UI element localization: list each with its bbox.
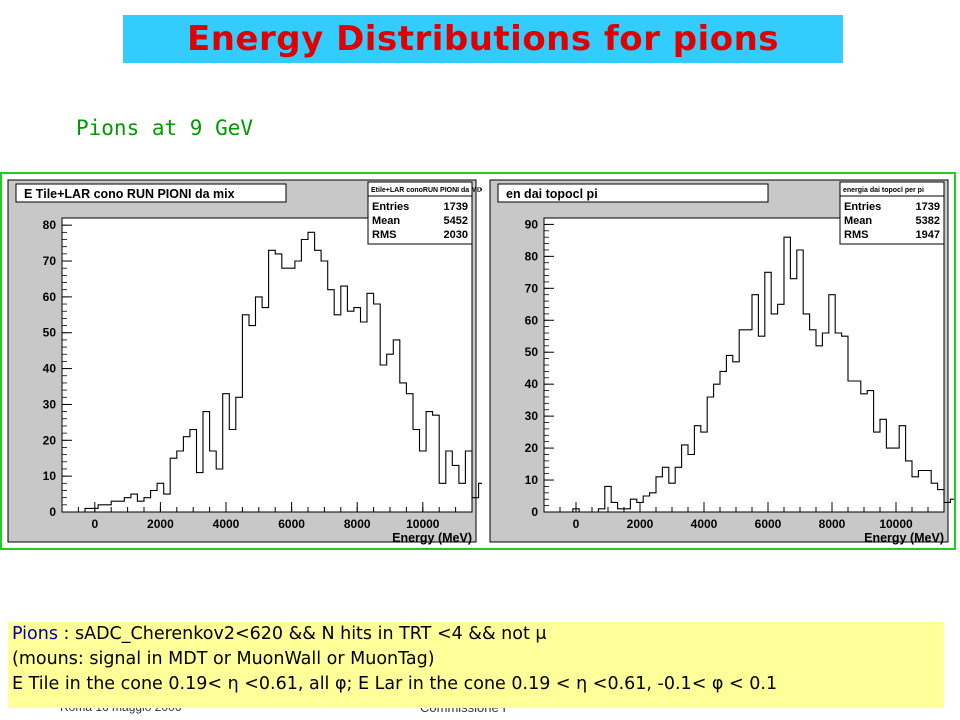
x-axis-label: Energy (MeV) (864, 531, 944, 545)
y-tick-label: 10 (525, 473, 539, 487)
stats-value-rms: 2030 (444, 229, 468, 241)
title-banner: Energy Distributions for pions (123, 15, 843, 63)
stats-box (367, 181, 473, 245)
x-tick-label: 6000 (278, 517, 305, 531)
y-tick-label: 20 (525, 441, 539, 455)
stats-value-mean: 5382 (916, 215, 940, 227)
y-tick-label: 20 (43, 433, 57, 447)
stats-name: energia dai topocl per pi (843, 187, 924, 194)
y-tick-label: 30 (43, 397, 57, 411)
stats-label-mean: Mean (844, 215, 872, 227)
x-tick-label: 8000 (819, 517, 846, 531)
y-tick-label: 50 (525, 345, 539, 359)
x-tick-label: 0 (91, 517, 98, 531)
stats-name: Etile+LAR conoRUN PIONI da MIX (371, 187, 482, 194)
y-tick-label: 80 (525, 249, 539, 263)
stats-label-entries: Entries (372, 201, 409, 213)
x-tick-label: 0 (573, 517, 580, 531)
plot-title-box (497, 183, 769, 203)
y-tick-label: 30 (525, 409, 539, 423)
plot-title-box (15, 183, 287, 203)
stats-label-rms: RMS (372, 229, 396, 241)
y-tick-label: 60 (43, 290, 57, 304)
histogram-line (78, 231, 482, 513)
stats-value-entries: 1739 (444, 201, 468, 213)
x-tick-label: 10000 (406, 517, 440, 531)
cuts-line-1-text: : sADC_Cherenkov2<620 && N hits in TRT <… (57, 624, 547, 644)
x-axis-label: Energy (MeV) (392, 531, 472, 545)
plot-frame (543, 217, 945, 513)
plot-frame (61, 217, 473, 513)
stats-value-entries: 1739 (916, 201, 940, 213)
selection-cuts-box: Pions : sADC_Cherenkov2<620 && N hits in… (8, 622, 944, 708)
y-tick-label: 10 (43, 469, 57, 483)
stats-value-rms: 1947 (916, 229, 940, 241)
y-tick-label: 0 (49, 505, 56, 519)
cuts-pions-label: Pions (12, 624, 58, 644)
y-tick-label: 80 (43, 218, 57, 232)
x-tick-label: 8000 (344, 517, 371, 531)
slide-title: Energy Distributions for pions (186, 19, 780, 59)
stats-label-mean: Mean (372, 215, 400, 227)
slide-subtitle: Pions at 9 GeV (76, 116, 254, 140)
y-tick-label: 40 (43, 362, 57, 376)
plot-title: E Tile+LAR cono RUN PIONI da mix (24, 187, 235, 201)
y-tick-label: 50 (43, 326, 57, 340)
stats-label-rms: RMS (844, 229, 868, 241)
x-tick-label: 2000 (147, 517, 174, 531)
plot-title: en dai topocl pi (506, 187, 598, 201)
y-tick-label: 90 (525, 217, 539, 231)
y-tick-label: 60 (525, 313, 539, 327)
stats-label-entries: Entries (844, 201, 881, 213)
y-tick-label: 40 (525, 377, 539, 391)
histogram-right: en dai topocl pi energia dai topocl per p… (489, 179, 954, 545)
x-tick-label: 4000 (691, 517, 718, 531)
cuts-line-3: E Tile in the cone 0.19< η <0.61, all φ;… (12, 674, 778, 694)
stats-value-mean: 5452 (444, 215, 468, 227)
y-tick-label: 70 (43, 254, 57, 268)
stats-box (839, 181, 945, 245)
x-tick-label: 4000 (213, 517, 240, 531)
x-tick-label: 6000 (755, 517, 782, 531)
x-tick-label: 2000 (627, 517, 654, 531)
plots-frame: E Tile+LAR cono RUN PIONI da mix Etile+LA… (0, 172, 956, 550)
histogram-left: E Tile+LAR cono RUN PIONI da mix Etile+LA… (7, 179, 482, 545)
x-tick-label: 10000 (879, 517, 913, 531)
cuts-line-2: (mouns: signal in MDT or MuonWall or Muo… (12, 649, 435, 669)
y-tick-label: 0 (531, 505, 538, 519)
cuts-line-1: Pions : sADC_Cherenkov2<620 && N hits in… (12, 622, 944, 647)
y-tick-label: 70 (525, 281, 539, 295)
